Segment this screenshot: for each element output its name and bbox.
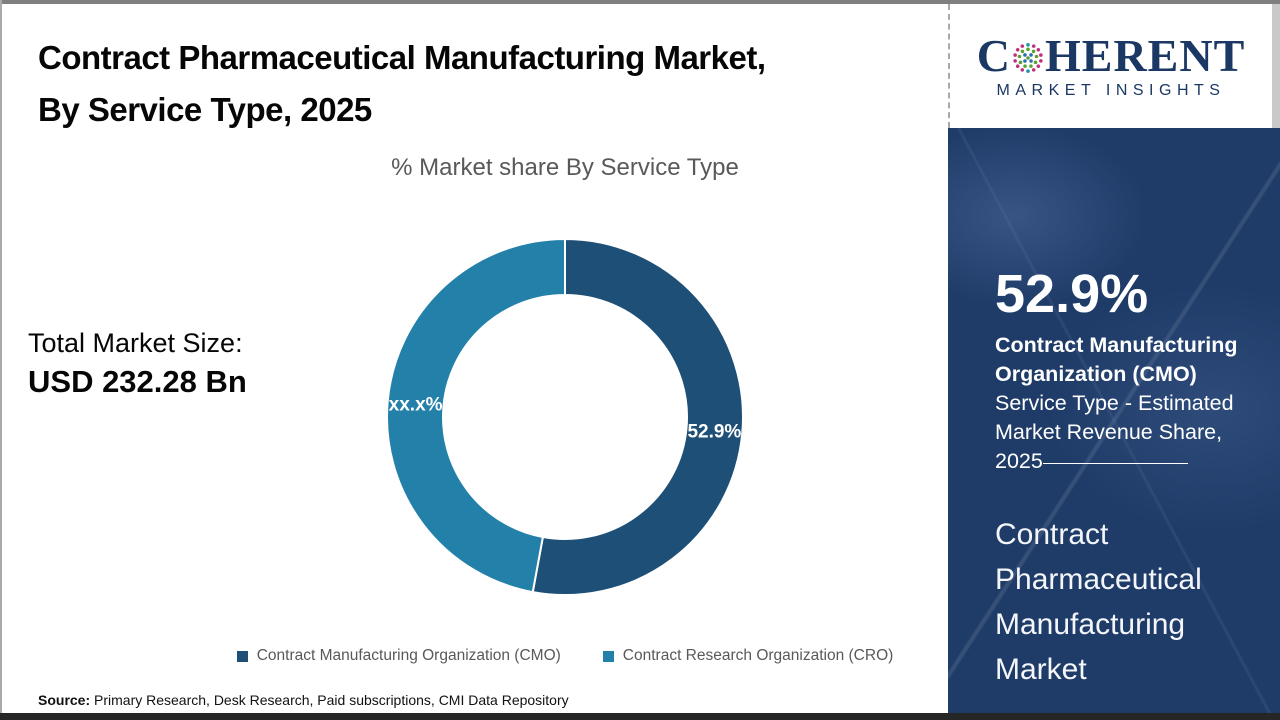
globe-dot [1029,52,1033,57]
globe-dot [1013,58,1017,63]
source-note: Source: Primary Research, Desk Research,… [38,692,569,708]
globe-dot [1020,49,1025,53]
stat-value: 52.9% [995,264,1149,324]
chart-legend: Contract Manufacturing Organization (CMO… [180,647,950,665]
globe-dot [1039,58,1043,63]
stat-description: Service Type - Estimated Market Revenue … [995,390,1234,444]
globe-dot [1023,58,1027,63]
globe-dot [1036,47,1041,52]
legend-marker-cmo-icon [236,650,248,662]
left-edge-border [0,0,2,720]
globe-dot [1031,43,1036,48]
globe-dot [1036,63,1041,68]
globe-dots-icon [1013,42,1043,73]
slice-label-cmo: 52.9% [687,422,741,443]
chart-region: % Market share By Service Type 52.9% xx.x… [180,150,950,665]
page-title-line2: By Service Type, 2025 [38,91,372,128]
chart-title: % Market share By Service Type [391,154,739,181]
globe-dot [1020,67,1025,72]
globe-dot [1034,54,1039,58]
stat-segment-name: Contract Manufacturing Organization (CMO… [995,332,1238,386]
page-title-line1: Contract Pharmaceutical Manufacturing Ma… [38,39,766,76]
year-underline [1042,462,1188,464]
globe-dot [1033,60,1038,64]
globe-dot [1023,52,1027,57]
legend-item-cmo[interactable]: Contract Manufacturing Organization (CMO… [236,647,561,665]
globe-dot [1026,68,1030,73]
donut-slice-cmo[interactable] [531,237,744,596]
logo-edge-strip [1272,4,1280,128]
globe-dot [1026,47,1030,51]
brand-letters-rest: HERENT [1044,29,1246,81]
globe-dot [1013,52,1017,57]
legend-marker-cro-icon [602,650,614,662]
total-market-size-value: USD 232.28 Bn [28,364,247,399]
globe-dot [1015,47,1020,52]
brand-logo: C HERENT MARKET INSIGHTS [948,4,1272,128]
globe-dot [1020,43,1025,48]
total-market-size-label: Total Market Size: [28,328,243,358]
donut-chart-svg: 52.9% xx.x% [386,237,744,596]
legend-item-cro[interactable]: Contract Research Organization (CRO) [602,647,894,665]
brand-wordmark: C HERENT [976,29,1246,81]
globe-dot [1023,63,1027,68]
highlight-panel: 52.9% Contract Manufacturing Organizatio… [948,128,1280,713]
source-text: Primary Research, Desk Research, Paid su… [90,692,569,708]
source-label: Source: [38,692,91,708]
globe-dot [1026,55,1030,60]
bottom-divider-bar [0,713,1280,720]
globe-dot [1031,67,1036,72]
page-title: Contract Pharmaceutical Manufacturing Ma… [38,32,918,136]
market-name: Contract Pharmaceutical Manufacturing Ma… [995,517,1202,686]
stat-year: 2025 [995,448,1043,473]
total-market-size: Total Market Size: USD 232.28 Bn [28,324,247,402]
globe-dot [1018,60,1023,64]
globe-dot [1029,58,1033,63]
globe-dot [1026,42,1030,47]
top-divider-bar [0,0,1280,4]
donut-slice-cro[interactable] [386,237,566,594]
globe-dot [1039,52,1043,57]
brand-letter-c: C [976,29,1011,81]
slice-label-cro: xx.x% [389,394,443,415]
stat-year-row: 2025 [995,447,1245,476]
donut-chart: 52.9% xx.x% [385,237,745,597]
globe-dot [1017,54,1022,58]
globe-dot [1031,49,1036,53]
legend-label-cro: Contract Research Organization (CRO) [622,647,894,664]
globe-dot [1029,63,1033,68]
brand-tagline: MARKET INSIGHTS [996,81,1226,99]
globe-dot [1015,63,1020,68]
legend-label-cmo: Contract Manufacturing Organization (CMO… [256,647,561,664]
